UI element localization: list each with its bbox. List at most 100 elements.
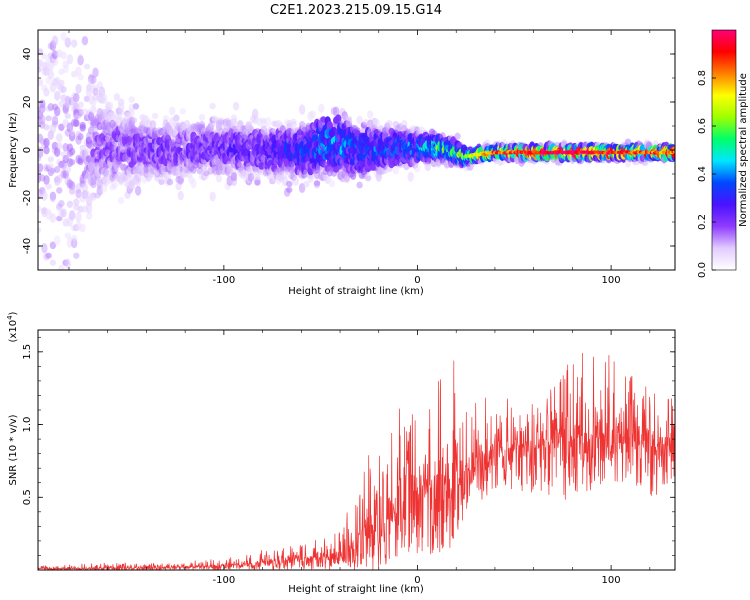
heatmap-cell bbox=[103, 168, 110, 178]
y-tick-label: 1.0 bbox=[22, 417, 33, 433]
colorbar-gradient bbox=[711, 29, 737, 271]
heatmap-cell bbox=[68, 181, 76, 191]
heatmap-cell bbox=[85, 203, 93, 214]
heatmap-cell bbox=[45, 115, 52, 122]
snr-series bbox=[38, 352, 675, 570]
snr-y-multiplier: (x104) bbox=[6, 311, 19, 342]
heatmap-cell bbox=[149, 120, 157, 129]
heatmap-cell bbox=[77, 73, 84, 81]
heatmap-cell bbox=[43, 137, 50, 148]
heatmap-cell bbox=[39, 99, 46, 109]
heatmap-cell bbox=[68, 158, 76, 166]
spectrogram-x-label: Height of straight line (km) bbox=[288, 286, 424, 297]
heatmap-cell bbox=[66, 54, 74, 65]
heatmap-cell bbox=[81, 182, 89, 193]
heatmap-cell bbox=[54, 147, 61, 157]
heatmap-cell bbox=[58, 199, 65, 208]
heatmap-cell bbox=[92, 87, 99, 96]
heatmap-cell bbox=[328, 179, 336, 188]
heatmap-cell bbox=[326, 121, 333, 130]
heatmap-cell bbox=[373, 118, 380, 127]
heatmap-cell bbox=[318, 103, 325, 113]
heatmap-cell bbox=[68, 147, 76, 156]
heatmap-cell bbox=[343, 175, 350, 184]
y-tick-label: -20 bbox=[22, 190, 33, 206]
heatmap-cell bbox=[151, 112, 159, 120]
heatmap-cell bbox=[85, 211, 93, 220]
heatmap-cell bbox=[77, 54, 84, 66]
colorbar-tick-label: 0.8 bbox=[697, 70, 708, 86]
heatmap-cell bbox=[83, 147, 91, 156]
heatmap-cell bbox=[85, 88, 93, 97]
x-tick-label: 100 bbox=[602, 275, 621, 286]
heatmap-cell bbox=[75, 83, 82, 94]
y-tick-label: 0.5 bbox=[22, 489, 33, 505]
heatmap-cell bbox=[209, 191, 216, 202]
heatmap-cell bbox=[392, 165, 399, 175]
heatmap-cell bbox=[303, 180, 310, 188]
heatmap-cell bbox=[177, 190, 184, 201]
heatmap-cell bbox=[179, 108, 186, 115]
colorbar-label: Normalized spectral amplitude bbox=[738, 73, 749, 227]
y-tick-label: 1.5 bbox=[22, 344, 33, 360]
heatmap-cell bbox=[169, 106, 176, 116]
heatmap-cell bbox=[134, 185, 142, 196]
heatmap-cell bbox=[41, 190, 48, 201]
heatmap-cell bbox=[38, 227, 42, 234]
heatmap-cell bbox=[64, 37, 72, 48]
heatmap-cell bbox=[47, 69, 54, 80]
heatmap-cell bbox=[83, 63, 91, 70]
heatmap-cell bbox=[75, 211, 82, 223]
heatmap-cell bbox=[58, 264, 65, 270]
x-tick-label: 0 bbox=[414, 275, 420, 286]
heatmap-cell bbox=[79, 223, 86, 233]
heatmap-cell bbox=[49, 259, 57, 266]
heatmap-cell bbox=[290, 121, 297, 129]
heatmap-cell bbox=[66, 200, 74, 208]
heatmap-cell bbox=[64, 113, 72, 119]
heatmap-cell bbox=[286, 180, 293, 188]
heatmap-cell bbox=[60, 32, 67, 41]
heatmap-cell bbox=[173, 114, 180, 122]
heatmap-cell bbox=[130, 117, 137, 124]
heatmap-cell bbox=[286, 186, 293, 193]
heatmap-cell bbox=[117, 196, 125, 205]
colorbar-tick-label: 0.2 bbox=[697, 214, 708, 230]
snr-y-axis: 0.5 1.0 1.5 bbox=[22, 336, 675, 571]
snr-panel: -100 0 100 0.5 1.0 1.5 Height of straight li… bbox=[6, 311, 676, 595]
heatmap-cell bbox=[345, 117, 353, 128]
heatmap-cell bbox=[407, 171, 414, 182]
heatmap-cell bbox=[90, 105, 97, 114]
heatmap-cell bbox=[68, 210, 76, 220]
heatmap-cell bbox=[237, 161, 244, 168]
heatmap-cell bbox=[454, 132, 461, 140]
heatmap-cell bbox=[51, 115, 59, 126]
heatmap-cell bbox=[499, 158, 506, 166]
spectrogram-y-label: Frequency (Hz) bbox=[8, 112, 19, 188]
heatmap-cell bbox=[51, 56, 59, 67]
heatmap-cell bbox=[43, 175, 50, 185]
heatmap-cell bbox=[209, 102, 216, 110]
heatmap-cell bbox=[356, 181, 363, 189]
heatmap-cell bbox=[60, 85, 67, 93]
snr-line bbox=[38, 352, 675, 570]
heatmap-cell bbox=[230, 114, 238, 123]
heatmap-cell bbox=[45, 183, 52, 190]
heatmap-cell bbox=[81, 36, 89, 46]
heatmap-cell bbox=[41, 53, 48, 60]
heatmap-cell bbox=[309, 110, 316, 119]
heatmap-cell bbox=[62, 65, 69, 74]
heatmap-cell bbox=[54, 165, 61, 174]
snr-x-axis: -100 0 100 bbox=[68, 330, 651, 586]
heatmap-cell bbox=[232, 101, 240, 111]
heatmap-cell bbox=[264, 116, 272, 127]
snr-x-label: Height of straight line (km) bbox=[288, 584, 424, 595]
colorbar: 0.0 0.2 0.4 0.6 0.8 Normalized spectral ampl… bbox=[697, 29, 749, 278]
heatmap-cell bbox=[43, 124, 50, 131]
heatmap-cell bbox=[367, 110, 374, 119]
heatmap-cell bbox=[73, 119, 80, 127]
heatmap-cell bbox=[56, 142, 63, 150]
heatmap-cell bbox=[45, 208, 52, 215]
heatmap-cell bbox=[64, 165, 72, 174]
snr-frame bbox=[37, 329, 676, 571]
